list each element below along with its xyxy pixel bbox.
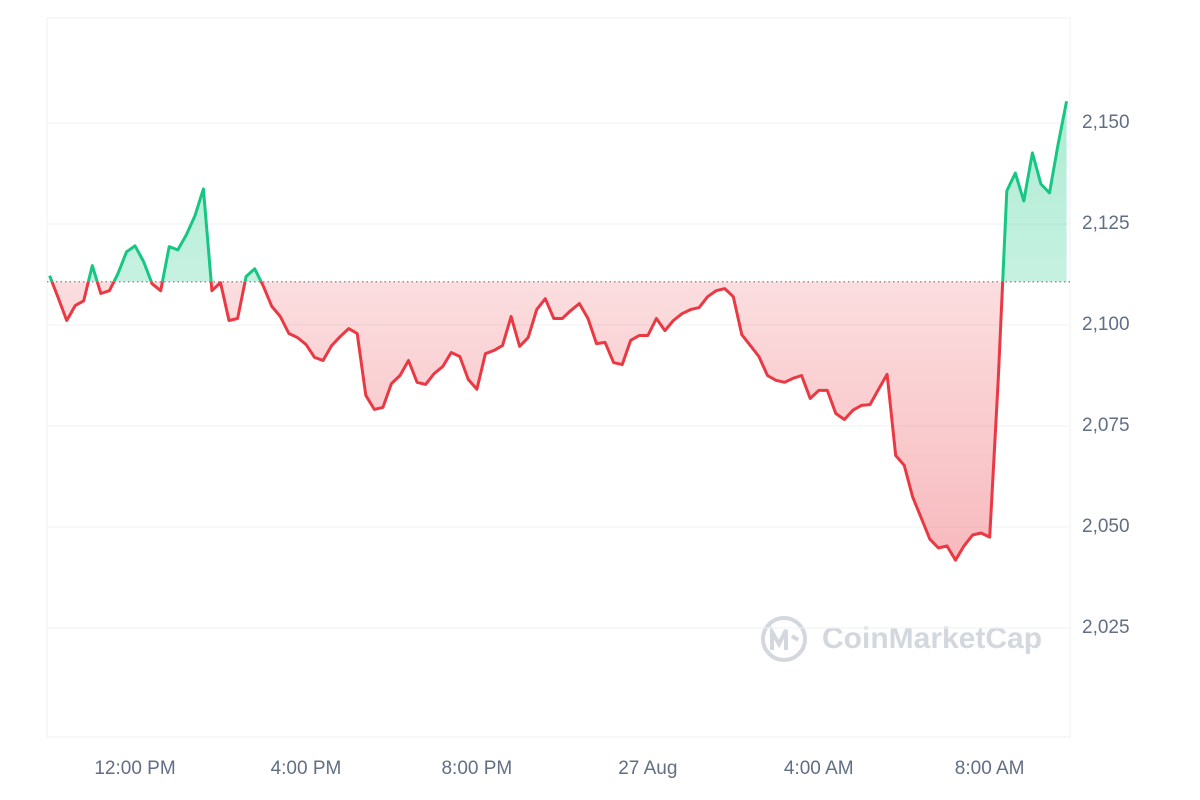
x-tick-label: 4:00 PM (271, 758, 342, 779)
y-tick-label: 2,125 (1082, 213, 1130, 234)
x-tick-label: 8:00 AM (955, 758, 1025, 779)
watermark: CoinMarketCap (822, 622, 1042, 655)
x-tick-label: 8:00 PM (441, 758, 512, 779)
price-line-down (50, 281, 1005, 562)
y-tick-label: 2,050 (1082, 516, 1130, 537)
x-tick-label: 4:00 AM (784, 758, 854, 779)
x-tick-label: 27 Aug (618, 758, 677, 779)
y-tick-label: 2,150 (1082, 112, 1130, 133)
watermark-logo (761, 616, 807, 662)
y-tick-label: 2,025 (1082, 617, 1130, 638)
area-down (49, 281, 1067, 561)
x-tick-label: 12:00 PM (94, 758, 175, 779)
y-tick-label: 2,100 (1082, 314, 1130, 335)
plot-frame (46, 17, 1071, 738)
y-tick-label: 2,075 (1082, 415, 1130, 436)
